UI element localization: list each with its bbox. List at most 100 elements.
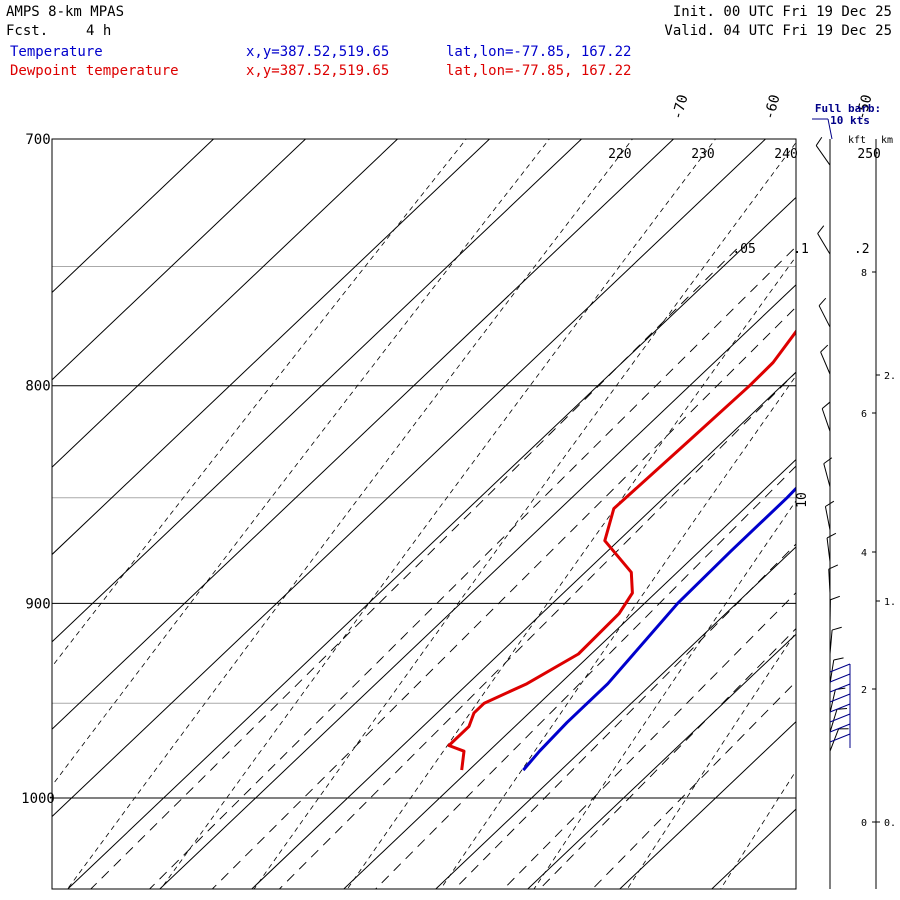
wind-barb	[820, 344, 831, 375]
mixing-ratio-line	[278, 371, 796, 889]
isotherm-line	[52, 139, 583, 643]
wind-barb-staff	[829, 630, 833, 655]
mixing-ratio-line	[503, 591, 796, 889]
wind-barb-flag	[815, 136, 823, 146]
wind-barb-flag	[826, 532, 837, 539]
temperature-tick-label: -50	[854, 93, 876, 122]
init-time: Init. 00 UTC Fri 19 Dec 25	[672, 4, 892, 20]
isotherm-line	[159, 284, 796, 889]
wind-barb	[829, 595, 840, 624]
km-axis-label: km	[881, 135, 893, 146]
surface-barb-staff	[829, 673, 851, 683]
temperature-tick-label: -70	[670, 93, 692, 122]
axis-labels: 7008009001000-70-60-50-40-30-20-10022023…	[21, 93, 881, 807]
dry-adiabat-label: 230	[691, 147, 714, 162]
isotherm-line	[52, 139, 399, 468]
wind-barb-staff	[815, 145, 831, 166]
isotherm-line	[435, 546, 796, 889]
kft-tick-label: 4	[861, 548, 867, 559]
background-lines	[52, 119, 900, 900]
isotherm-line	[875, 119, 900, 900]
plot-frame	[51, 138, 797, 890]
dry-adiabat-line	[346, 255, 796, 889]
mixing-ratio-line	[211, 306, 796, 889]
dry-adiabat-line	[253, 141, 796, 889]
dry-adiabat-line	[67, 139, 633, 889]
wind-barb-staff	[820, 351, 831, 375]
wind-barb-flag	[828, 564, 839, 570]
dry-adiabat-line	[440, 375, 796, 889]
dry-adiabat-line	[52, 139, 467, 668]
barb-note-line1: Full barb:	[815, 102, 881, 115]
isotherm-line	[783, 119, 900, 900]
kft-tick-label: 2	[861, 685, 867, 696]
wind-barb	[821, 401, 831, 432]
forecast-label: Fcst.	[6, 23, 49, 39]
temperature-line	[522, 486, 796, 772]
surface-barb-staff	[829, 663, 851, 673]
kft-tick-label: 6	[861, 409, 867, 420]
wind-barb-staff	[826, 537, 831, 562]
surface-barb-staff	[829, 703, 851, 713]
surface-barb-staff	[829, 693, 851, 703]
dry-adiabat-line	[533, 500, 796, 889]
isotherm-line	[52, 139, 767, 818]
chart-title: AMPS 8-km MPAS	[6, 4, 125, 20]
kft-tick-label: 0	[861, 818, 867, 829]
isotherm-line	[67, 196, 796, 889]
wind-speed-label: 10	[795, 492, 810, 508]
wind-barb-flag	[820, 344, 829, 353]
legend-dewpoint-xy: x,y=387.52,519.65	[246, 63, 390, 79]
wind-barb	[828, 564, 839, 594]
isotherm-line	[52, 139, 215, 294]
wind-barb	[818, 297, 831, 328]
wind-barb-staff	[821, 408, 831, 432]
dry-adiabat-label: 220	[608, 147, 631, 162]
wind-barb	[829, 657, 844, 684]
wind-barb	[824, 500, 835, 531]
valid-time: Valid. 04 UTC Fri 19 Dec 25	[664, 23, 892, 39]
sounding-series	[447, 329, 796, 772]
wind-barb-flag	[833, 657, 844, 661]
mixing-ratio-line	[539, 627, 796, 889]
wind-barb-flag	[830, 595, 840, 601]
km-tick-label: 1.	[884, 597, 896, 608]
wind-barb-flag	[836, 707, 848, 710]
isotherm-line	[619, 720, 796, 889]
wind-barb-staff	[824, 506, 831, 531]
barb-note-sample	[827, 118, 833, 140]
wind-barb-staff	[829, 659, 835, 684]
km-tick-label: 0.	[884, 818, 896, 829]
legend-dewpoint-name: Dewpoint temperature	[10, 63, 179, 79]
wind-barb-staff	[817, 233, 831, 255]
isotherm-line	[711, 808, 796, 889]
wind-barb-flag	[817, 225, 825, 234]
dry-adiabat-label: 240	[774, 147, 797, 162]
pressure-tick-label: 1000	[21, 791, 55, 807]
isotherm-line	[52, 139, 491, 556]
mixing-ratio-line	[148, 248, 795, 889]
wind-barb-flag	[831, 626, 842, 631]
wind-barb	[829, 728, 849, 752]
wind-barb-staff	[818, 305, 831, 328]
temperature-tick-label: -60	[762, 93, 784, 122]
surface-barb-staff	[829, 733, 851, 743]
isotherm-line	[52, 139, 307, 381]
isotherm-line	[251, 371, 796, 889]
wind-barb	[829, 626, 842, 655]
pressure-tick-label: 800	[25, 379, 50, 395]
wind-barb-flag	[825, 500, 835, 507]
mixing-ratio-label: .05	[732, 242, 755, 257]
legend-temperature-latlon: lat,lon=-77.85, 167.22	[446, 44, 632, 60]
kft-tick-label: 8	[861, 268, 867, 279]
mixing-ratio-label: .2	[854, 242, 870, 257]
km-tick-label: 2.	[884, 371, 896, 382]
wind-barb	[823, 457, 833, 487]
forecast-value: 4 h	[86, 23, 112, 39]
isotherm-line	[52, 139, 675, 730]
wind-barb-flag	[818, 297, 827, 307]
wind-barb-staff	[828, 569, 831, 594]
pressure-tick-label: 900	[25, 596, 50, 612]
mixing-ratio-line	[454, 543, 796, 889]
